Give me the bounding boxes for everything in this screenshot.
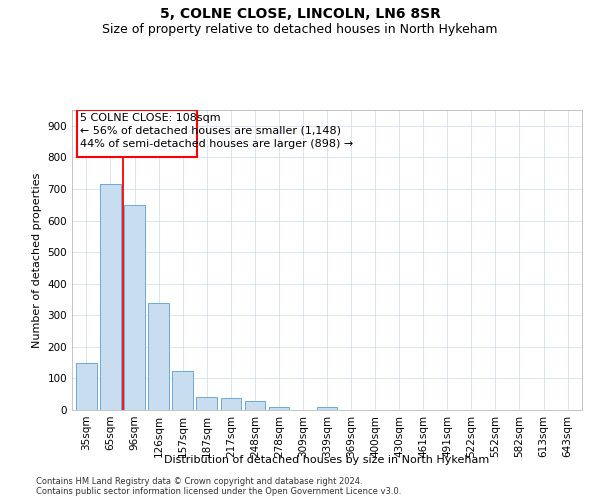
Text: Contains HM Land Registry data © Crown copyright and database right 2024.: Contains HM Land Registry data © Crown c… [36,478,362,486]
Text: Size of property relative to detached houses in North Hykeham: Size of property relative to detached ho… [102,22,498,36]
Bar [221,398,241,410]
Text: 5 COLNE CLOSE: 108sqm
← 56% of detached houses are smaller (1,148)
44% of semi-d: 5 COLNE CLOSE: 108sqm ← 56% of detached … [80,112,353,149]
Bar [76,362,97,410]
Bar [245,402,265,410]
Bar [172,370,193,410]
Bar [269,407,289,410]
Bar [317,407,337,410]
Bar [124,204,145,410]
Bar [196,398,217,410]
Bar [100,184,121,410]
Bar [77,110,197,158]
Bar [148,302,169,410]
Y-axis label: Number of detached properties: Number of detached properties [32,172,42,348]
Text: Contains public sector information licensed under the Open Government Licence v3: Contains public sector information licen… [36,488,401,496]
Text: Distribution of detached houses by size in North Hykeham: Distribution of detached houses by size … [164,455,490,465]
Text: 5, COLNE CLOSE, LINCOLN, LN6 8SR: 5, COLNE CLOSE, LINCOLN, LN6 8SR [160,8,440,22]
